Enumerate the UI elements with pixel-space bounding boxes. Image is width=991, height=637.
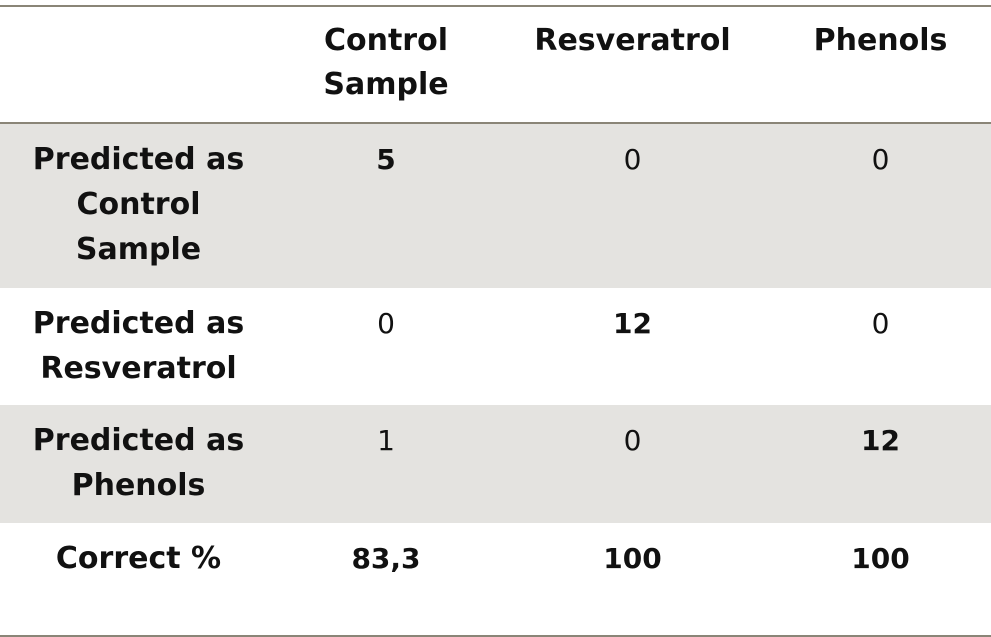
table-row: Correct % 83,3 100 100 — [0, 523, 991, 637]
table-cell: 0 — [377, 307, 395, 340]
row-label: Predicted as Control Sample — [0, 123, 277, 288]
column-header-resveratrol: Resveratrol — [495, 5, 770, 124]
column-header-control-sample: Control Sample — [277, 5, 495, 124]
column-header-phenols: Phenols — [770, 5, 991, 124]
table-cell: 0 — [871, 307, 890, 340]
table-row: Predicted as Resveratrol 0 12 0 — [0, 288, 991, 405]
table-cell: 5 — [277, 123, 495, 288]
row-label: Predicted as Resveratrol — [32, 306, 245, 386]
confusion-matrix-table: Control Sample Resveratrol Phenols Predi… — [0, 5, 991, 637]
header-corner — [0, 5, 277, 124]
row-label: Correct % — [0, 523, 277, 637]
row-label: Predicted as Phenols — [0, 405, 277, 523]
table-row: Predicted as Phenols 1 0 12 — [0, 405, 991, 523]
table-cell: 100 — [495, 523, 770, 637]
table-cell: 0 — [495, 405, 770, 523]
table-cell: 12 — [770, 405, 991, 523]
table-cell: 12 — [613, 307, 652, 340]
table-cell: 83,3 — [277, 523, 495, 637]
table-cell: 0 — [770, 123, 991, 288]
header-row: Control Sample Resveratrol Phenols — [0, 5, 991, 124]
table-row: Predicted as Control Sample 5 0 0 — [0, 123, 991, 288]
table-cell: 100 — [770, 523, 991, 637]
table-cell: 1 — [277, 405, 495, 523]
table-cell: 0 — [495, 123, 770, 288]
